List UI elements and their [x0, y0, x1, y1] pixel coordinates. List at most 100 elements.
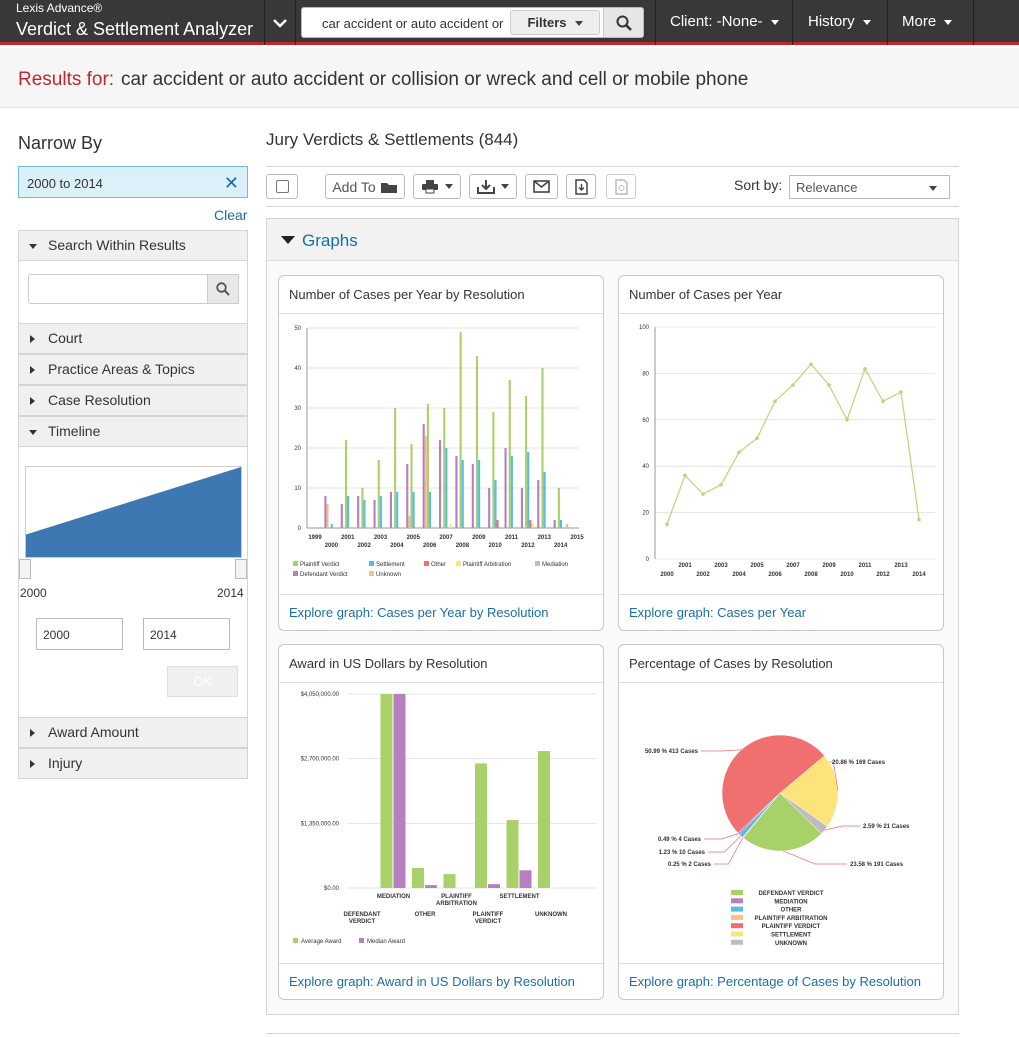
explore-graph-link[interactable]: Explore graph: Percentage of Cases by Re…: [629, 974, 921, 989]
product-switcher-button[interactable]: [265, 0, 295, 45]
x-tick-label: 2002: [357, 543, 371, 549]
divider: [619, 963, 943, 964]
disabled-document-button[interactable]: [606, 174, 636, 199]
bar: [475, 356, 479, 528]
data-point: [773, 399, 777, 404]
legend-label: Plaintiff Verdict: [300, 562, 340, 568]
bar: [538, 751, 550, 888]
search-within-button[interactable]: [207, 274, 239, 304]
sort-select[interactable]: Relevance: [789, 175, 950, 199]
sort-by-label: Sort by:: [734, 177, 783, 193]
bar: [557, 488, 560, 528]
legend-label: Plaintiff Arbitration: [463, 562, 511, 568]
timeline-end-handle[interactable]: [235, 559, 247, 579]
active-filter-chip: 2000 to 2014 ✕: [18, 166, 248, 198]
data-point: [809, 362, 813, 366]
history-menu[interactable]: History: [795, 0, 885, 45]
divider: [887, 0, 888, 45]
filters-dropdown[interactable]: Filters: [510, 10, 600, 35]
divider: [264, 0, 265, 45]
x-tick-label: 2013: [894, 563, 908, 569]
email-button[interactable]: [525, 174, 558, 199]
chart-card-percentage-by-resolution: Percentage of Cases by Resolution 20.86 …: [618, 644, 944, 1000]
timeline-area: [26, 467, 241, 557]
y-tick-label: 80: [642, 371, 649, 377]
y-tick-label: 20: [642, 511, 649, 517]
graphs-toggle[interactable]: Graphs: [267, 219, 958, 261]
leader-line: [829, 761, 839, 791]
more-menu[interactable]: More: [889, 0, 973, 45]
x-tick-label: 2003: [374, 535, 388, 541]
facet-court[interactable]: Court: [18, 323, 248, 354]
bar: [488, 488, 491, 528]
search-input[interactable]: car accident or auto accident or collisi…: [322, 16, 507, 31]
facet-practice-areas[interactable]: Practice Areas & Topics: [18, 354, 248, 385]
save-document-button[interactable]: [566, 174, 596, 199]
clear-filters-link[interactable]: Clear: [214, 207, 248, 223]
x-tick-label: 2007: [439, 535, 453, 541]
bar: [426, 404, 429, 528]
divider: [655, 0, 656, 45]
facet-injury[interactable]: Injury: [18, 748, 248, 779]
x-tick-label: 2009: [822, 563, 836, 569]
legend-swatch: [424, 561, 429, 566]
slice-label: 2.59 % 21 Cases: [863, 824, 910, 830]
legend-swatch: [535, 561, 540, 566]
x-tick-label: 2007: [786, 563, 800, 569]
add-to-button[interactable]: Add To: [325, 174, 405, 199]
results-header: Results for: car accident or auto accide…: [0, 48, 1019, 108]
x-tick-label: VERDICT: [349, 919, 376, 925]
y-tick-label: 50: [294, 326, 301, 332]
collapsed-caret-icon: [30, 397, 35, 405]
data-point: [827, 383, 831, 387]
explore-graph-link[interactable]: Explore graph: Cases per Year: [629, 605, 807, 620]
bar: [461, 460, 464, 528]
timeline-to-input[interactable]: 2014: [143, 618, 230, 650]
legend-swatch: [293, 938, 298, 943]
legend-label: PLAINTIFF VERDICT: [762, 924, 821, 930]
download-icon: [477, 180, 495, 194]
collapsed-caret-icon: [30, 335, 35, 343]
y-tick-label: 40: [294, 366, 301, 372]
legend-label: Other: [431, 562, 446, 568]
facet-award-amount[interactable]: Award Amount: [18, 717, 248, 748]
cases-per-year-chart: 0 20 40 60 80 100 2000 2001 2002 2003 2004 2005 2006…: [639, 325, 935, 578]
x-tick-label: 2011: [858, 563, 872, 569]
legend-swatch: [731, 890, 743, 895]
print-button[interactable]: [413, 174, 461, 199]
timeline-from-input[interactable]: 2000: [36, 618, 123, 650]
search-within-input[interactable]: [28, 274, 208, 304]
pie-slice: [742, 792, 822, 852]
app-brand[interactable]: Lexis Advance® Verdict & Settlement Anal…: [6, 0, 264, 45]
facet-search-within[interactable]: Search Within Results: [18, 230, 248, 261]
bar: [510, 456, 513, 528]
bar: [394, 408, 397, 528]
timeline-ok-button[interactable]: OK: [167, 666, 238, 697]
x-tick-label: PLAINTIFF: [473, 912, 504, 918]
chart-title: Award in US Dollars by Resolution: [289, 656, 488, 671]
timeline-start-handle[interactable]: [19, 559, 31, 579]
bar: [393, 694, 406, 888]
download-button[interactable]: [469, 174, 517, 199]
bar: [541, 368, 544, 528]
bar: [529, 520, 532, 528]
slice-label: 50.99 % 413 Cases: [645, 749, 699, 755]
select-all-checkbox[interactable]: [266, 174, 298, 199]
client-menu[interactable]: Client: -None-: [657, 0, 790, 45]
bar: [363, 500, 366, 528]
x-tick-label: 2002: [696, 572, 710, 578]
legend-label: PLAINTIFF ARBITRATION: [755, 916, 828, 922]
explore-graph-link[interactable]: Explore graph: Award in US Dollars by Re…: [289, 974, 575, 989]
x-tick-label: 2006: [423, 543, 437, 549]
legend-swatch: [369, 571, 374, 576]
facet-case-resolution[interactable]: Case Resolution: [18, 385, 248, 416]
explore-graph-link[interactable]: Explore graph: Cases per Year by Resolut…: [289, 605, 549, 620]
bar: [380, 694, 393, 888]
facet-timeline[interactable]: Timeline: [18, 416, 248, 447]
search-button[interactable]: [603, 8, 643, 37]
printer-icon: [422, 180, 438, 194]
timeline-panel: 2000 2014 2000 2014 OK: [18, 447, 248, 717]
remove-filter-icon[interactable]: ✕: [223, 173, 239, 193]
legend-label: MEDIATION: [774, 899, 807, 905]
slice-label: 23.58 % 191 Cases: [850, 862, 904, 868]
